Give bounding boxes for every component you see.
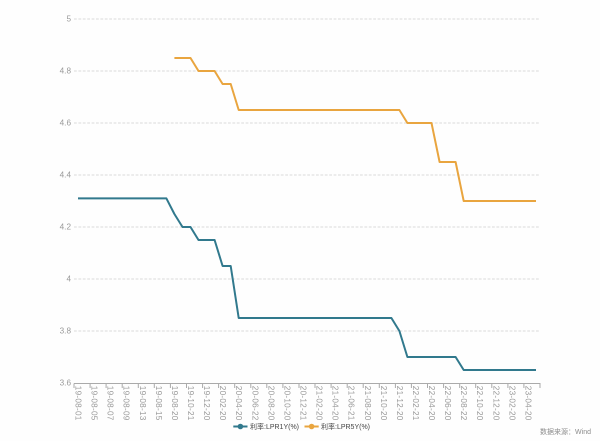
svg-text:22-04-20: 22-04-20 <box>427 386 436 421</box>
svg-text:4.8: 4.8 <box>60 66 72 75</box>
svg-text:20-04-20: 20-04-20 <box>234 386 243 421</box>
svg-text:4.6: 4.6 <box>60 118 72 127</box>
svg-text:19-08-20: 19-08-20 <box>170 386 179 421</box>
svg-text:19-08-13: 19-08-13 <box>138 386 147 421</box>
svg-text:数据来源：Wind: 数据来源：Wind <box>540 427 591 436</box>
svg-text:3.8: 3.8 <box>60 326 72 335</box>
svg-text:利率:LPR1Y(%): 利率:LPR1Y(%) <box>250 422 299 431</box>
svg-text:21-12-20: 21-12-20 <box>395 386 404 421</box>
svg-text:23-04-20: 23-04-20 <box>523 386 532 421</box>
svg-text:19-12-20: 19-12-20 <box>202 386 211 421</box>
svg-text:21-02-20: 21-02-20 <box>315 386 324 421</box>
svg-text:20-10-20: 20-10-20 <box>282 386 291 421</box>
svg-text:19-08-01: 19-08-01 <box>74 386 83 421</box>
svg-text:20-12-21: 20-12-21 <box>299 386 308 421</box>
svg-text:4.2: 4.2 <box>60 222 72 231</box>
svg-text:23-02-20: 23-02-20 <box>507 386 516 421</box>
svg-text:4: 4 <box>66 274 71 283</box>
svg-text:19-08-07: 19-08-07 <box>106 386 115 421</box>
svg-text:利率:LPR5Y(%): 利率:LPR5Y(%) <box>321 422 370 431</box>
svg-text:21-08-20: 21-08-20 <box>363 386 372 421</box>
svg-text:22-08-22: 22-08-22 <box>459 386 468 421</box>
svg-text:22-06-20: 22-06-20 <box>443 386 452 421</box>
svg-text:19-08-05: 19-08-05 <box>90 386 99 421</box>
svg-text:5: 5 <box>66 14 71 23</box>
svg-text:20-02-20: 20-02-20 <box>218 386 227 421</box>
svg-text:19-08-15: 19-08-15 <box>154 386 163 421</box>
svg-text:3.6: 3.6 <box>60 378 72 387</box>
svg-text:22-10-20: 22-10-20 <box>475 386 484 421</box>
svg-text:19-08-09: 19-08-09 <box>122 386 131 421</box>
svg-text:19-10-21: 19-10-21 <box>186 386 195 421</box>
svg-text:4.4: 4.4 <box>60 170 72 179</box>
svg-text:21-10-20: 21-10-20 <box>379 386 388 421</box>
svg-text:21-04-20: 21-04-20 <box>331 386 340 421</box>
svg-text:21-06-21: 21-06-21 <box>347 386 356 421</box>
svg-text:20-08-20: 20-08-20 <box>266 386 275 421</box>
svg-text:20-06-22: 20-06-22 <box>250 386 259 421</box>
svg-text:22-12-20: 22-12-20 <box>491 386 500 421</box>
svg-text:22-02-21: 22-02-21 <box>411 386 420 421</box>
